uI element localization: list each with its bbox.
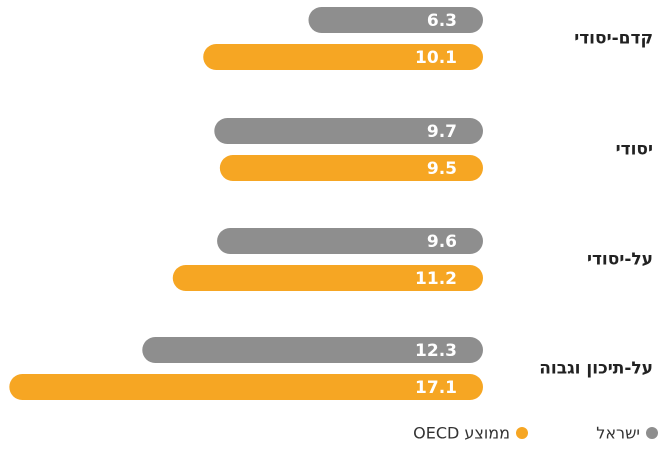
bar	[217, 228, 483, 254]
category-label: על-תיכון וגבוה	[539, 359, 653, 379]
bar	[308, 7, 483, 33]
value-label: 10.1	[415, 48, 457, 68]
value-label: 9.7	[427, 122, 457, 142]
legend-label: ישראל	[596, 424, 640, 443]
value-label: 6.3	[427, 11, 457, 31]
bar	[219, 155, 483, 181]
category-label: על-יסודי	[587, 250, 653, 270]
bar	[172, 265, 483, 291]
value-label: 17.1	[415, 378, 457, 398]
bar	[203, 44, 484, 70]
legend-dot	[646, 427, 658, 439]
legend-label: ממוצע OECD	[413, 424, 510, 443]
category-label: יסודי	[616, 140, 653, 160]
value-label: 9.6	[427, 232, 457, 252]
category-label: קדם-יסודי	[574, 29, 653, 49]
value-label: 9.5	[427, 159, 457, 179]
bar	[9, 374, 484, 400]
bar	[142, 337, 484, 363]
value-label: 12.3	[415, 341, 457, 361]
legend-dot	[516, 427, 528, 439]
bar	[214, 118, 483, 144]
value-label: 11.2	[415, 269, 457, 289]
